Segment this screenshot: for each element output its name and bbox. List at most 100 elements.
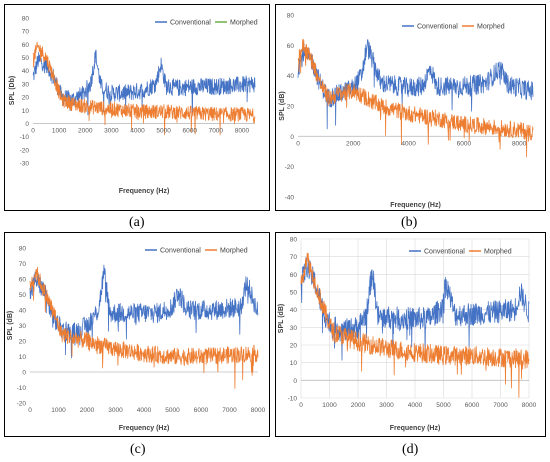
y-tick-label: 30	[22, 81, 30, 88]
legend-label: Conventional	[170, 20, 211, 27]
legend-label: Morphed	[484, 249, 512, 256]
panel-d: -10 0 10 20 30 40 50 60 70 80 0 1000 2000 3000 4000 500…	[275, 232, 546, 437]
x-tick-label: 7000	[209, 127, 224, 134]
y-tick-label: 40	[287, 73, 295, 80]
y-tick-label: 20	[19, 339, 27, 346]
y-tick-label: 20	[22, 95, 30, 102]
y-tick-label: 50	[19, 292, 27, 299]
y-tick-label: 10	[290, 360, 298, 367]
y-tick-label: -10	[288, 396, 298, 403]
y-tick-label: 60	[287, 43, 295, 50]
x-tick-label: 5000	[436, 402, 451, 409]
y-tick-label: -40	[285, 195, 295, 202]
x-tick-label: 2000	[351, 402, 366, 409]
y-tick-label: 70	[290, 254, 298, 261]
chart-b: -40 -20 0 20 40 60 80 0 2000 4000 6000 8000 Frequenc…	[279, 13, 534, 209]
y-axis-title: SPL (dB)	[278, 304, 285, 333]
x-tick-label: 4000	[408, 402, 423, 409]
x-tick-label: 7000	[222, 407, 237, 414]
y-tick-label: 30	[290, 325, 298, 332]
y-tick-label: 60	[22, 42, 30, 49]
panel-label-b: (b)	[401, 215, 418, 230]
x-axis-title: Frequency (Hz)	[390, 425, 441, 432]
x-tick-label: 1000	[322, 402, 337, 409]
y-tick-label: -20	[20, 147, 30, 154]
y-tick-label: 0	[25, 121, 29, 128]
x-tick-label: 3000	[104, 127, 119, 134]
y-tick-label: 50	[290, 290, 298, 297]
x-tick-label: 5000	[156, 127, 171, 134]
y-tick-label: 80	[19, 246, 27, 253]
legend-label: Morphed	[230, 20, 258, 27]
legend-label: Morphed	[477, 24, 505, 31]
x-tick-label: 6000	[194, 407, 209, 414]
y-tick-label: 10	[22, 108, 30, 115]
y-tick-label: 40	[22, 68, 30, 75]
x-tick-label: 7000	[493, 402, 508, 409]
y-tick-label: 10	[19, 354, 27, 361]
x-tick-label: 0	[299, 402, 303, 409]
x-tick-label: 2000	[78, 127, 93, 134]
x-tick-label: 1000	[52, 127, 67, 134]
series-line-morphed	[300, 252, 530, 398]
y-tick-label: -30	[20, 161, 30, 168]
series-line-morphed	[32, 41, 256, 136]
legend-label: Conventional	[424, 249, 465, 256]
series-line-morphed	[297, 39, 534, 158]
y-tick-label: -20	[17, 401, 27, 408]
panel-a: -30 -20 -10 0 10 20 30 40 50 60 70 80 0 1000 2000 3000 4…	[4, 4, 270, 211]
panel-label-d: (d)	[402, 442, 419, 457]
x-axis-title: Frequency (Hz)	[119, 188, 170, 195]
x-tick-label: 0	[31, 127, 35, 134]
legend-label: Conventional	[160, 248, 201, 255]
x-tick-label: 4000	[130, 127, 145, 134]
x-tick-label: 8000	[235, 127, 250, 134]
y-tick-label: 20	[287, 104, 295, 111]
x-tick-label: 3000	[108, 407, 123, 414]
x-tick-label: 8000	[522, 402, 537, 409]
y-tick-label: 80	[290, 237, 298, 244]
y-tick-label: 40	[290, 307, 298, 314]
y-tick-label: 0	[22, 370, 26, 377]
y-tick-label: -10	[20, 134, 30, 141]
series-line-conventional	[297, 39, 534, 130]
panel-label-a: (a)	[129, 215, 145, 230]
y-tick-label: 40	[19, 308, 27, 315]
x-tick-label: 8000	[512, 140, 527, 147]
x-tick-label: 3000	[379, 402, 394, 409]
x-tick-label: 2000	[346, 140, 361, 147]
x-tick-label: 6000	[457, 140, 472, 147]
x-tick-label: 4000	[137, 407, 152, 414]
x-tick-label: 0	[296, 140, 300, 147]
y-tick-label: 30	[19, 323, 27, 330]
y-tick-label: 70	[19, 261, 27, 268]
y-tick-label: -10	[17, 385, 27, 392]
x-tick-label: 0	[28, 407, 32, 414]
panel-label-c: (c)	[130, 442, 146, 457]
panel-c: -20 -10 0 10 20 30 40 50 60 70 80 0 1000 2000 3000 4000…	[4, 232, 270, 437]
y-axis-title: SPL (Db)	[9, 76, 16, 105]
y-axis-title: SPL (dB)	[7, 311, 14, 340]
x-tick-label: 5000	[165, 407, 180, 414]
x-tick-label: 1000	[51, 407, 66, 414]
y-tick-label: 80	[22, 16, 30, 23]
chart-c: -20 -10 0 10 20 30 40 50 60 70 80 0 1000 2000 3000 4000…	[7, 246, 266, 433]
y-tick-label: 20	[290, 343, 298, 350]
y-tick-label: 80	[287, 13, 295, 20]
y-axis-title: SPL (dB)	[279, 91, 286, 120]
x-axis-title: Frequency (Hz)	[390, 202, 441, 209]
legend-label: Conventional	[417, 24, 458, 31]
series-line-morphed	[29, 266, 259, 389]
x-axis-title: Frequency (Hz)	[119, 425, 170, 432]
y-tick-label: 70	[22, 29, 30, 36]
x-tick-label: 4000	[401, 140, 416, 147]
x-tick-label: 8000	[251, 407, 266, 414]
x-tick-label: 2000	[80, 407, 95, 414]
series-line-conventional	[29, 264, 259, 359]
y-tick-label: 0	[293, 378, 297, 385]
y-tick-label: 0	[290, 134, 294, 141]
y-tick-label: 60	[19, 277, 27, 284]
x-tick-label: 6000	[182, 127, 197, 134]
panel-b: -40 -20 0 20 40 60 80 0 2000 4000 6000 8000 Frequenc…	[275, 4, 546, 211]
